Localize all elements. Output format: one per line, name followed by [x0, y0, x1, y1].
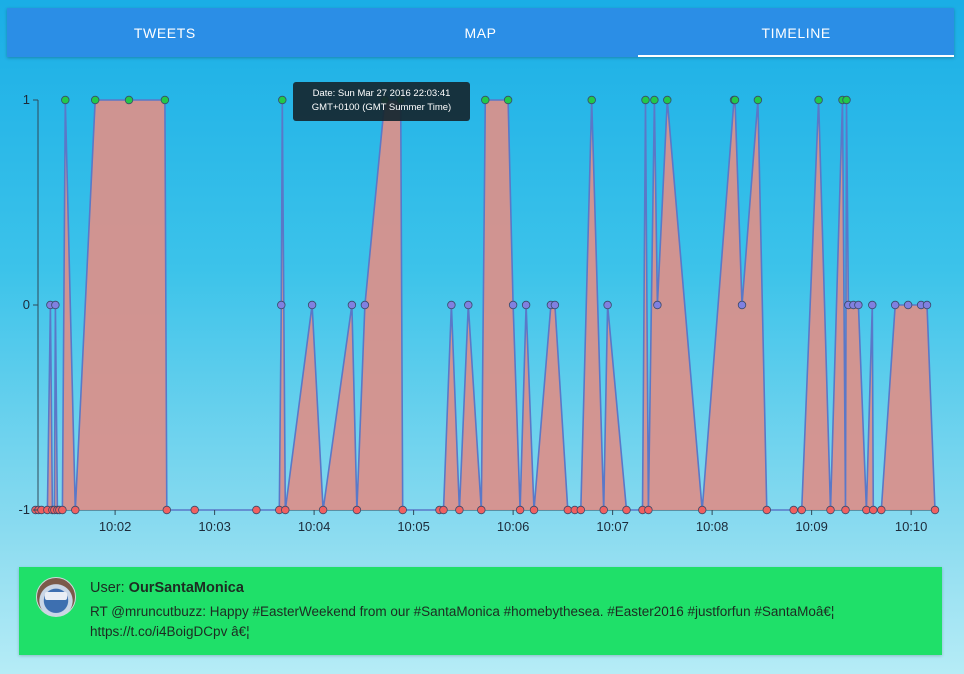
points-layer — [31, 95, 940, 515]
data-point[interactable] — [347, 300, 357, 310]
data-point[interactable] — [439, 505, 448, 515]
y-tick-labels: 1 0 -1 — [18, 92, 38, 517]
data-point[interactable] — [281, 505, 290, 515]
x-tick-label: 10:05 — [397, 519, 430, 534]
data-point[interactable] — [352, 505, 362, 515]
data-point[interactable] — [753, 95, 763, 105]
data-point[interactable] — [124, 95, 134, 105]
data-point[interactable] — [663, 95, 672, 105]
data-point[interactable] — [515, 505, 525, 515]
data-point[interactable] — [508, 300, 518, 310]
y-tick-label: 0 — [23, 297, 30, 312]
series-area — [35, 100, 936, 510]
data-point[interactable] — [603, 300, 612, 310]
x-tick-label: 10:06 — [497, 519, 530, 534]
data-point[interactable] — [529, 505, 539, 515]
data-point[interactable] — [521, 300, 531, 310]
x-tick-label: 10:09 — [795, 519, 828, 534]
data-point[interactable] — [307, 300, 317, 310]
data-point[interactable] — [650, 95, 659, 105]
area-layer — [35, 99, 936, 511]
data-point[interactable] — [877, 505, 886, 515]
data-point[interactable] — [599, 505, 608, 515]
data-point[interactable] — [61, 95, 70, 105]
data-point[interactable] — [891, 300, 900, 310]
data-point[interactable] — [841, 505, 850, 515]
data-point[interactable] — [576, 505, 585, 515]
data-point[interactable] — [477, 505, 486, 515]
data-point[interactable] — [160, 95, 170, 105]
data-point[interactable] — [318, 505, 328, 515]
data-point[interactable] — [842, 95, 851, 105]
data-point[interactable] — [252, 505, 261, 515]
data-point[interactable] — [854, 300, 863, 310]
data-point[interactable] — [930, 505, 940, 515]
x-tick-label: 10:03 — [198, 519, 231, 534]
data-point[interactable] — [644, 505, 653, 515]
data-point[interactable] — [277, 300, 286, 310]
data-point[interactable] — [455, 505, 464, 515]
tooltip-date: Date: Sun Mar 27 2016 22:03:41 — [312, 88, 451, 99]
data-point[interactable] — [503, 95, 513, 105]
data-point[interactable] — [698, 505, 707, 515]
tab-bar: TWEETS MAP TIMELINE — [7, 8, 954, 57]
username[interactable]: OurSantaMonica — [128, 580, 244, 596]
data-point[interactable] — [587, 95, 596, 105]
data-point[interactable] — [71, 505, 80, 515]
tweet-card: User: OurSantaMonica RT @mruncutbuzz: Ha… — [19, 567, 942, 655]
x-tick-label: 10:02 — [99, 519, 132, 534]
x-tick-labels: 10:02 10:03 10:04 10:05 10:06 10:07 10:08 10:09… — [99, 510, 928, 534]
data-point[interactable] — [360, 300, 370, 310]
data-point[interactable] — [622, 505, 631, 515]
y-tick-label: -1 — [18, 502, 30, 517]
x-tick-label: 10:07 — [596, 519, 629, 534]
data-point[interactable] — [58, 505, 67, 515]
data-point[interactable] — [814, 95, 823, 105]
data-point[interactable] — [826, 505, 835, 515]
data-point[interactable] — [922, 300, 932, 310]
data-point[interactable] — [563, 505, 572, 515]
data-point[interactable] — [730, 95, 740, 105]
data-point[interactable] — [868, 300, 877, 310]
data-point[interactable] — [789, 505, 798, 515]
tab-map[interactable]: MAP — [464, 24, 497, 41]
tab-timeline[interactable]: TIMELINE — [638, 8, 954, 57]
tweet-text: RT @mruncutbuzz: Happy #EasterWeekend fr… — [90, 604, 835, 639]
x-tick-label: 10:08 — [696, 519, 729, 534]
tooltip-timezone: GMT+0100 (GMT Summer Time) — [311, 102, 452, 113]
data-point[interactable] — [398, 505, 407, 515]
y-tick-label: 1 — [23, 92, 30, 107]
data-point[interactable] — [737, 300, 747, 310]
x-tick-label: 10:10 — [895, 519, 928, 534]
data-point[interactable] — [762, 505, 771, 515]
data-point[interactable] — [862, 505, 871, 515]
data-point[interactable] — [797, 505, 806, 515]
data-point[interactable] — [550, 300, 560, 310]
data-point[interactable] — [190, 505, 199, 515]
data-point[interactable] — [51, 300, 60, 310]
data-point[interactable] — [641, 95, 650, 105]
data-point[interactable] — [278, 95, 287, 105]
user-label: User: — [90, 580, 129, 596]
data-point[interactable] — [903, 300, 913, 310]
data-point[interactable] — [90, 95, 100, 105]
tweet-user: User: OurSantaMonica — [90, 580, 244, 596]
timeline-chart: 1 0 -1 10:02 10:03 10:04 10:05 10:06 10:07 10:08… — [18, 92, 940, 534]
data-point[interactable] — [481, 95, 490, 105]
x-tick-label: 10:04 — [298, 519, 331, 534]
data-point[interactable] — [447, 300, 456, 310]
point-tooltip: Date: Sun Mar 27 2016 22:03:41 GMT+0100 … — [293, 82, 470, 121]
data-point[interactable] — [869, 505, 878, 515]
data-point[interactable] — [464, 300, 473, 310]
avatar[interactable] — [36, 577, 76, 617]
tab-tweets[interactable]: TWEETS — [133, 24, 196, 41]
data-point[interactable] — [162, 505, 171, 515]
data-point[interactable] — [653, 300, 662, 310]
